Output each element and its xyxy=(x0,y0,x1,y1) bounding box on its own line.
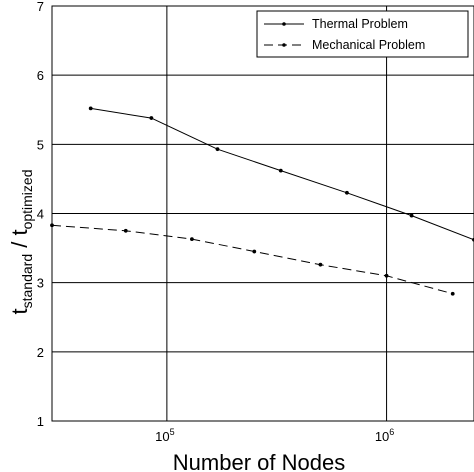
legend-box xyxy=(256,10,469,58)
data-point-mechanical-problem xyxy=(252,249,257,254)
y-tick-label: 2 xyxy=(37,345,44,360)
legend-marker-mechanical xyxy=(282,43,286,47)
x-tick-labels: 105 106 xyxy=(155,427,394,444)
y-tick-label: 3 xyxy=(37,276,44,291)
legend-label-mechanical: Mechanical Problem xyxy=(312,38,425,52)
data-point-mechanical-problem xyxy=(190,237,194,241)
x-tick-label: 105 xyxy=(155,427,174,444)
series-layer xyxy=(50,106,474,296)
data-point-thermal-problem xyxy=(215,147,220,152)
data-point-thermal-problem xyxy=(409,213,414,218)
data-point-mechanical-problem xyxy=(450,291,455,296)
data-point-thermal-problem xyxy=(278,168,283,173)
y-label-slash: / xyxy=(7,236,32,254)
legend-label-thermal: Thermal Problem xyxy=(312,17,408,31)
y-tick-label: 6 xyxy=(37,68,44,83)
plot-frame xyxy=(51,5,474,422)
svg-text:tstandard / toptimized: tstandard / toptimized xyxy=(7,170,35,315)
y-label-numerator: t xyxy=(7,308,32,314)
data-point-mechanical-problem xyxy=(318,262,323,267)
x-tick-exponent: 6 xyxy=(389,427,394,437)
y-label-numerator-sub: standard xyxy=(19,254,35,308)
y-label-denominator-sub: optimized xyxy=(19,170,35,230)
x-tick-label: 106 xyxy=(375,427,394,444)
x-tick-base: 10 xyxy=(155,429,169,444)
y-tick-labels: 1 2 3 4 5 6 7 xyxy=(37,0,44,429)
data-point-thermal-problem xyxy=(88,106,93,111)
y-label-denominator: t xyxy=(7,229,32,235)
y-tick-label: 1 xyxy=(37,414,44,429)
x-tick-exponent: 5 xyxy=(170,427,175,437)
data-point-thermal-problem xyxy=(345,190,349,195)
y-axis-label: tstandard / toptimized xyxy=(7,170,35,315)
legend-marker-thermal xyxy=(282,22,286,26)
grid xyxy=(52,6,474,421)
data-point-thermal-problem xyxy=(149,116,154,120)
data-point-mechanical-problem xyxy=(123,228,128,233)
legend: Thermal Problem Mechanical Problem xyxy=(256,10,469,58)
y-tick-label: 5 xyxy=(37,137,44,152)
x-tick-base: 10 xyxy=(375,429,389,444)
data-point-mechanical-problem xyxy=(384,273,389,278)
y-tick-label: 7 xyxy=(37,0,44,14)
x-axis-label: Number of Nodes xyxy=(173,450,345,472)
y-tick-label: 4 xyxy=(37,207,44,222)
